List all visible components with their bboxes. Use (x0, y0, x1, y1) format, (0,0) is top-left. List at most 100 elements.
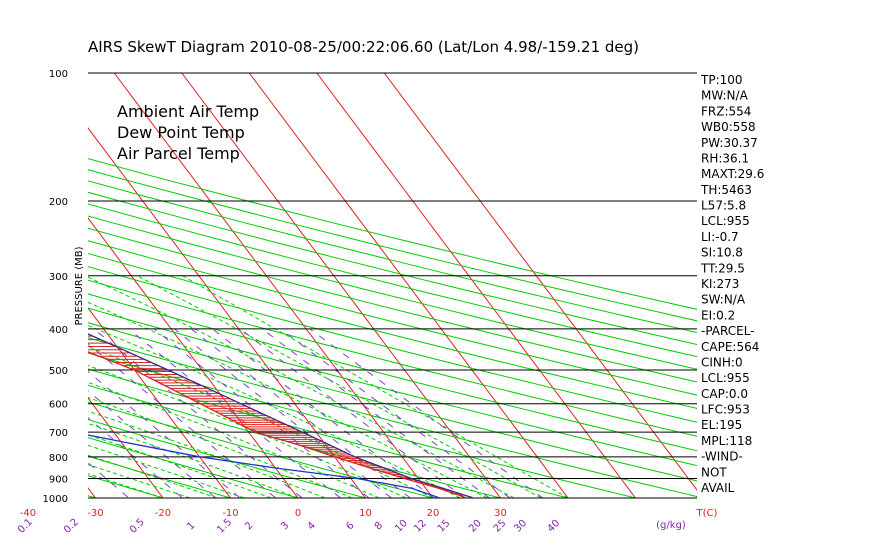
mixing-ratio-tick-label: 15 (436, 518, 453, 535)
mixing-ratio-line (88, 417, 184, 498)
mixing-ratio-line (88, 462, 130, 498)
dry-adiabat-line (88, 215, 697, 370)
mixing-ratio-line (261, 328, 491, 498)
moist-adiabat-line (88, 346, 434, 498)
dry-adiabat-line (88, 266, 697, 423)
mixing-ratio-tick-label: 3 (279, 520, 291, 532)
dry-adiabat-line (88, 495, 98, 498)
pressure-tick-label: 200 (49, 197, 68, 208)
moist-adiabat-line (88, 454, 218, 498)
bottom-temp-tick-label: -20 (155, 508, 171, 519)
index-label: EL:195 (701, 418, 742, 432)
dry-adiabat-line (88, 252, 697, 409)
dry-adiabat-line (88, 368, 571, 498)
index-label: TH:5463 (700, 183, 752, 197)
legend-ambient-air-temp: Ambient Air Temp (117, 102, 259, 121)
mixing-ratio-line (190, 328, 412, 498)
isotherm-line (88, 217, 299, 498)
mixing-ratio-tick-label: 4 (306, 520, 318, 532)
background-grid (0, 73, 697, 507)
mixing-ratio-tick-label: 10 (393, 518, 410, 535)
mixing-ratio-line (88, 390, 217, 498)
moist-adiabat-line (88, 444, 245, 498)
index-label: EI:0.2 (701, 308, 735, 322)
pressure-tick-label: 1000 (43, 494, 68, 505)
dry-adiabat-line (88, 352, 638, 498)
isotherm-line (88, 397, 164, 498)
isotherm-line (88, 487, 97, 498)
legend-dew-point-temp: Dew Point Temp (117, 123, 245, 142)
dry-adiabat-line (88, 437, 300, 498)
moist-adiabat-line (88, 301, 488, 498)
index-label: TP:100 (700, 73, 743, 87)
mixing-ratio-tick-label: 20 (467, 518, 484, 535)
index-label: RH:36.1 (701, 151, 749, 165)
mixing-ratio-line (93, 328, 303, 498)
pressure-tick-label: 700 (49, 428, 68, 439)
index-label: MW:N/A (701, 89, 749, 103)
index-label: -WIND- (701, 450, 743, 464)
mixing-ratio-line (153, 328, 370, 498)
mixing-ratio-line (0, 329, 27, 507)
dry-adiabat-line (0, 73, 57, 507)
dry-adiabat-line (88, 337, 697, 498)
mixing-ratio-tick-label: 6 (344, 520, 356, 532)
moist-adiabat-line (136, 275, 542, 498)
moist-adiabat-line (182, 275, 569, 498)
parcel-temp-line (88, 333, 474, 498)
bottom-temp-tick-label: 10 (359, 508, 372, 519)
index-label: LFC:953 (701, 403, 750, 417)
index-label: CAPE:564 (701, 340, 759, 354)
legend-air-parcel-temp: Air Parcel Temp (117, 144, 240, 163)
bottom-temp-tick-label: -40 (20, 508, 36, 519)
mixing-ratio-line (128, 328, 342, 498)
mixing-ratio-line (174, 328, 393, 498)
index-label: LI:-0.7 (701, 230, 739, 244)
dry-adiabat-line (88, 401, 435, 498)
isotherm-line (88, 307, 232, 498)
index-label: SI:10.8 (701, 246, 743, 260)
index-label: LCL:955 (701, 371, 750, 385)
bottom-temp-tick-label: -30 (87, 508, 103, 519)
bottom-temp-tick-label: 0 (295, 508, 301, 519)
index-label: LCL:955 (701, 214, 750, 228)
moist-adiabat-line (88, 276, 515, 498)
isobar-lines (88, 72, 697, 499)
y-axis-label: PRESSURE (MB) (74, 246, 85, 325)
index-label: TT:29.5 (700, 261, 745, 275)
profile-lines (88, 333, 474, 498)
dry-adiabat-line (88, 322, 697, 482)
isotherm-line (0, 73, 35, 507)
ambient-temp-line (88, 351, 468, 498)
dry-adiabat-line (88, 279, 697, 437)
isotherm-line (88, 127, 367, 498)
mixing-ratio-tick-label: 0.2 (62, 517, 81, 536)
mixing-ratio-line (309, 328, 544, 498)
mixing-ratio-line (280, 328, 511, 498)
moist-adiabat-line (88, 364, 407, 498)
mixing-ratio-tick-label: 25 (492, 518, 509, 535)
index-label: WB0:558 (701, 120, 756, 134)
mixing-ratio-tick-label: 12 (412, 518, 429, 535)
dry-adiabat-line (88, 227, 697, 383)
pressure-tick-label: 300 (49, 272, 68, 283)
pressure-tick-label: 400 (49, 325, 68, 336)
temp-unit-label: T(C) (696, 508, 718, 519)
mixing-unit-label: (g/kg) (656, 520, 686, 531)
index-label: -PARCEL- (701, 324, 755, 338)
dry-adiabat-line (88, 191, 697, 345)
moist-adiabat-line (88, 464, 191, 498)
index-label: L57:5.8 (701, 199, 746, 213)
pressure-tick-label: 900 (49, 475, 68, 486)
dry-adiabat-line (88, 203, 697, 358)
pressure-tick-label: 600 (49, 400, 68, 411)
index-label: PW:30.37 (701, 136, 758, 150)
mixing-ratio-line (88, 343, 277, 498)
moist-adiabat-line (88, 397, 353, 498)
isotherm-line (316, 73, 637, 498)
mixing-ratio-tick-label: 1 (185, 520, 197, 532)
dry-adiabat-line (88, 293, 697, 452)
index-label: AVAIL (701, 481, 735, 495)
